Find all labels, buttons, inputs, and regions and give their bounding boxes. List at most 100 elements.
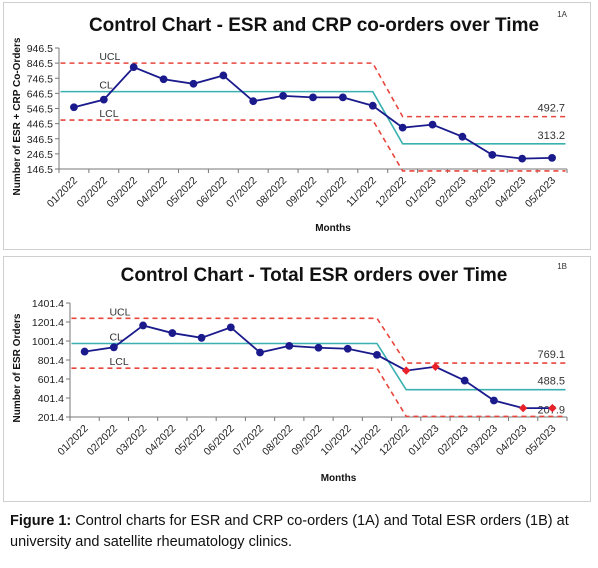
data-point	[139, 321, 147, 330]
series-line	[84, 324, 553, 410]
y-tick-label: 946.5	[27, 43, 53, 55]
y-tick-label: 801.4	[38, 355, 64, 367]
data-point	[488, 150, 497, 159]
x-tick-label: 04/2022	[143, 423, 178, 458]
y-tick-label: 1201.4	[32, 317, 64, 329]
x-tick-label: 06/2022	[202, 423, 237, 458]
x-tick-label: 07/2022	[224, 175, 259, 210]
x-tick-label: 01/2023	[403, 175, 438, 210]
y-tick-label: 1401.4	[32, 298, 64, 310]
y-tick-label: 646.5	[27, 88, 53, 100]
x-tick-label: 03/2023	[463, 175, 498, 210]
data-point	[343, 344, 352, 353]
data-point	[249, 97, 258, 106]
y-tick-label: 346.5	[27, 134, 53, 146]
x-tick-label: 02/2022	[75, 175, 110, 210]
figure-caption-text: Control charts for ESR and CRP co-orders…	[10, 513, 569, 550]
data-point	[314, 343, 323, 352]
data-point	[460, 376, 469, 385]
data-point	[219, 71, 228, 80]
figure-caption: Figure 1: Control charts for ESR and CRP…	[10, 511, 590, 553]
data-point	[309, 93, 317, 102]
data-point	[368, 101, 377, 110]
x-tick-label: 11/2022	[348, 423, 383, 458]
y-tick-label: 146.5	[27, 164, 53, 176]
x-tick-label: 08/2022	[260, 423, 295, 458]
control-chart-total-esr-orders: Control Chart - Total ESR orders over Ti…	[12, 262, 568, 484]
control-chart-esr-crp-coorders: Control Chart - ESR and CRP co-orders ov…	[12, 10, 568, 234]
data-point	[109, 343, 118, 352]
data-point	[458, 132, 467, 141]
x-tick-label: 02/2022	[85, 423, 120, 458]
x-tick-label: 04/2023	[493, 175, 528, 210]
y-tick-label: 601.4	[38, 374, 64, 386]
phase2-cl-value-label: 313.2	[537, 130, 565, 142]
data-point-highlighted	[518, 403, 528, 413]
y-tick-label: 846.5	[27, 58, 53, 70]
y-tick-label: 201.4	[38, 412, 64, 424]
x-tick-label: 03/2022	[114, 423, 149, 458]
x-tick-label: 03/2022	[104, 175, 139, 210]
x-tick-label: 01/2023	[406, 423, 441, 458]
data-point	[70, 103, 78, 112]
data-point	[129, 63, 138, 72]
ucl-label: UCL	[99, 51, 120, 63]
data-point	[168, 329, 177, 337]
ucl-label: UCL	[109, 306, 130, 318]
data-point	[548, 153, 556, 162]
x-tick-label: 04/2022	[134, 175, 169, 210]
x-tick-label: 06/2022	[194, 175, 229, 210]
figure-caption-label: Figure 1:	[10, 513, 72, 529]
series-line	[73, 66, 553, 160]
data-point	[159, 75, 168, 84]
y-tick-label: 246.5	[27, 149, 53, 161]
data-point	[256, 348, 264, 357]
x-tick-label: 05/2022	[172, 423, 207, 458]
chart-title: Control Chart - ESR and CRP co-orders ov…	[89, 15, 539, 36]
x-tick-label: 12/2022	[373, 175, 408, 210]
data-point	[338, 93, 347, 102]
cl-label: CL	[109, 332, 123, 344]
x-tick-label: 12/2022	[377, 423, 412, 458]
data-point	[518, 154, 527, 163]
y-tick-label: 546.5	[27, 104, 53, 116]
x-tick-label: 07/2022	[231, 423, 266, 458]
x-tick-label: 02/2023	[435, 423, 470, 458]
data-point	[398, 123, 407, 132]
phase2-ucl-value-label: 492.7	[537, 103, 565, 115]
x-tick-label: 02/2023	[433, 175, 468, 210]
data-point-highlighted	[402, 366, 411, 375]
data-point	[197, 333, 206, 342]
chart-title: Control Chart - Total ESR orders over Ti…	[121, 265, 508, 286]
lcl-label: LCL	[99, 108, 118, 120]
x-tick-label: 11/2022	[344, 175, 379, 210]
x-tick-label: 05/2022	[164, 175, 199, 210]
center-line	[71, 342, 566, 391]
x-tick-label: 01/2022	[55, 423, 90, 458]
y-tick-label: 1001.4	[32, 336, 64, 348]
x-axis-title: Months	[321, 473, 357, 484]
x-tick-label: 10/2022	[314, 175, 349, 210]
lcl-line	[71, 367, 566, 418]
lcl-label: LCL	[109, 356, 128, 368]
data-point	[373, 351, 381, 359]
y-tick-label: 446.5	[27, 119, 53, 131]
x-tick-label: 01/2022	[45, 175, 80, 210]
x-tick-label: 04/2023	[494, 423, 529, 458]
panel-label: 1A	[557, 10, 567, 19]
x-tick-label: 09/2022	[289, 423, 324, 458]
data-point	[80, 347, 89, 356]
x-tick-label: 05/2023	[523, 175, 558, 210]
data-point	[226, 323, 235, 332]
phase2-cl-value-label: 488.5	[537, 376, 565, 388]
y-axis-title: Number of ESR + CRP Co-Orders	[12, 37, 23, 195]
x-tick-label: 03/2023	[465, 423, 500, 458]
x-tick-label: 09/2022	[284, 175, 319, 210]
data-point	[285, 341, 294, 350]
ucl-line	[60, 62, 566, 118]
y-tick-label: 746.5	[27, 73, 53, 85]
chart-panel-1b: Control Chart - Total ESR orders over Ti…	[3, 256, 591, 502]
data-point	[428, 120, 437, 129]
x-tick-label: 05/2023	[523, 423, 558, 458]
lcl-line	[60, 119, 566, 172]
